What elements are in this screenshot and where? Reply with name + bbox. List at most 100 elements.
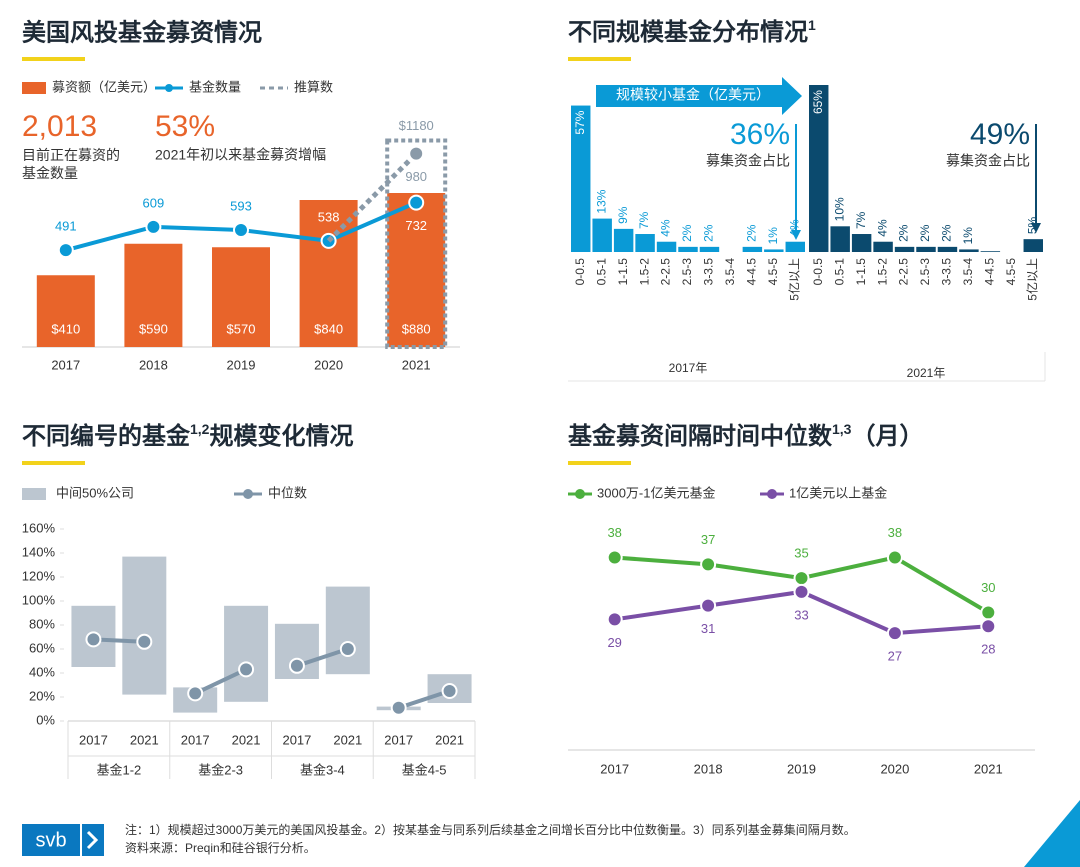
bar xyxy=(678,246,698,252)
logo-box xyxy=(22,824,80,856)
x-tick-label: 2017 xyxy=(79,732,108,747)
median-point xyxy=(288,657,305,674)
y-tick-label: 140% xyxy=(22,544,56,559)
point xyxy=(408,145,425,162)
bar xyxy=(785,241,805,252)
legend-marker xyxy=(165,84,173,92)
point-label: 491 xyxy=(55,219,77,234)
stat-label: 目前正在募资的基金数量 xyxy=(22,147,120,181)
legend-label: 基金数量 xyxy=(189,79,241,94)
x-tick-label: 4.5-5 xyxy=(766,258,780,286)
x-tick-label: 2021 xyxy=(130,732,159,747)
point xyxy=(233,222,249,239)
x-tick-label: 1.5-2 xyxy=(637,258,651,286)
bar-label: 4% xyxy=(875,219,889,237)
y-tick-label: 20% xyxy=(29,688,55,703)
point xyxy=(145,218,162,235)
bar-label: 65% xyxy=(811,90,825,114)
point-label: 31 xyxy=(701,621,715,636)
bar xyxy=(656,241,677,252)
bar-label: 2% xyxy=(680,224,694,242)
bar-label: 7% xyxy=(854,211,868,229)
bar-label: 2% xyxy=(918,224,932,242)
y-tick-label: 60% xyxy=(29,640,55,655)
logo-chevron xyxy=(86,830,99,850)
point-label: 980 xyxy=(405,169,427,184)
bar xyxy=(299,200,358,347)
range-box xyxy=(224,605,269,702)
x-tick-label: 2.5-3 xyxy=(680,258,694,286)
legend-marker xyxy=(575,489,585,499)
x-tick-label: 1-1.5 xyxy=(854,258,868,286)
median-point xyxy=(390,699,407,716)
x-tick-label: 0-0.5 xyxy=(573,258,587,286)
bar xyxy=(894,246,915,252)
range-box xyxy=(122,556,167,695)
point-label: 38 xyxy=(888,525,902,540)
annotation: 募集资金占比 xyxy=(706,153,790,169)
point xyxy=(700,556,717,573)
group-label: 基金1-2 xyxy=(96,762,141,777)
bar xyxy=(212,247,270,347)
x-tick-label: 2021 xyxy=(333,732,362,747)
x-tick-label: 3-3.5 xyxy=(940,258,954,286)
bar xyxy=(916,246,936,252)
point xyxy=(793,583,810,600)
point xyxy=(57,242,74,259)
bar-label: 7% xyxy=(637,211,651,229)
bar xyxy=(36,275,95,347)
point-label: 593 xyxy=(230,198,252,213)
point xyxy=(886,625,903,642)
title-underline xyxy=(22,461,85,465)
annotation: 募集资金占比 xyxy=(946,153,1030,169)
corner-decoration xyxy=(1024,800,1080,867)
annotation-arrowhead xyxy=(1031,223,1041,233)
bar-label: 4% xyxy=(787,219,801,237)
x-tick-label: 4-4.5 xyxy=(745,258,759,286)
bar xyxy=(571,105,591,252)
title-superscript: 1 xyxy=(808,17,816,33)
x-tick-label: 2-2.5 xyxy=(897,258,911,286)
x-tick-label: 2019 xyxy=(227,357,256,372)
legend-label: 中位数 xyxy=(268,485,307,500)
stat-value: 2,013 xyxy=(22,110,97,143)
point-label: 37 xyxy=(701,532,715,547)
legend-marker xyxy=(243,489,253,499)
annotation-arrowhead xyxy=(791,230,801,240)
chart-title: 基金募资间隔时间中位数1,3（月） xyxy=(568,421,923,451)
stat-label: 2021年初以来基金募资增幅 xyxy=(155,147,326,163)
bar xyxy=(387,193,446,347)
bar xyxy=(937,246,958,252)
group-label: 基金2-3 xyxy=(198,762,243,777)
bar xyxy=(809,85,829,252)
legend-label: 募资额（亿美元） xyxy=(52,79,156,94)
title-text: 规模变化情况 xyxy=(209,422,353,450)
median-point xyxy=(85,631,102,648)
legend-marker xyxy=(767,489,777,499)
bar-label: 5% xyxy=(1025,216,1039,234)
x-tick-label: 4-4.5 xyxy=(983,258,997,286)
chart-title: 不同规模基金分布情况1 xyxy=(568,17,816,47)
point-label: 38 xyxy=(607,525,621,540)
legend-label: 3000万-1亿美元基金 xyxy=(597,485,715,500)
bar-label: 2% xyxy=(702,224,716,242)
bar-label: 4% xyxy=(659,219,673,237)
annotation: 36% xyxy=(730,118,790,151)
x-tick-label: 2020 xyxy=(880,761,909,776)
x-tick-label: 2-2.5 xyxy=(659,258,673,286)
legend-label: 中间50%公司 xyxy=(56,485,134,500)
point xyxy=(980,618,997,635)
bar xyxy=(124,243,183,347)
chart-title: 美国风投基金募资情况 xyxy=(22,18,262,46)
x-tick-label: 2020 xyxy=(314,357,343,372)
point-label: 27 xyxy=(888,649,902,664)
point-label: 609 xyxy=(143,195,165,210)
x-tick-label: 2019 xyxy=(787,761,816,776)
title-text: 基金募资间隔时间中位数 xyxy=(568,422,833,450)
chart-title: 不同编号的基金1,2规模变化情况 xyxy=(22,421,353,451)
legend-swatch xyxy=(22,488,46,500)
title-superscript: 1,2 xyxy=(190,421,210,437)
y-tick-label: 160% xyxy=(22,520,56,535)
median-line xyxy=(398,689,451,710)
